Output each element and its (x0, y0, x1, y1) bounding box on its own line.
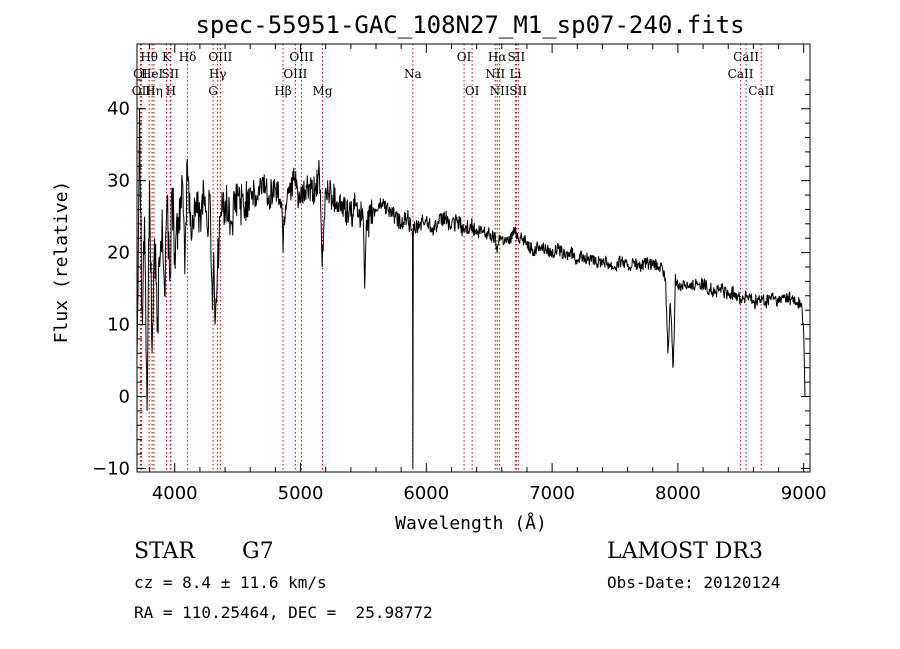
line-marker-label: Hδ (179, 50, 197, 64)
object-subclass: G7 (242, 539, 274, 564)
line-marker-label: Hγ (209, 67, 227, 81)
line-marker-label: NII (490, 84, 510, 98)
obs-date-text: Obs-Date: 20120124 (607, 573, 781, 592)
line-marker-label: OI (457, 50, 472, 64)
line-marker-label: Li (509, 67, 521, 81)
line-marker-label: OI (465, 84, 480, 98)
spectral-line-markers (139, 44, 762, 472)
line-marker-label: HeI (141, 67, 164, 81)
line-marker-label: Hα (488, 50, 507, 64)
y-tick-label: 20 (107, 243, 130, 264)
y-tick-label: 0 (119, 386, 130, 407)
line-marker-label: Hθ (140, 50, 158, 64)
object-class: STAR (134, 539, 195, 564)
line-marker-label: K (162, 50, 172, 64)
redshift-text: cz = 8.4 ± 11.6 km/s (134, 573, 327, 592)
line-marker-label: CaII (733, 50, 759, 64)
x-tick-label: 6000 (403, 483, 449, 504)
y-axis-label: Flux (relative) (51, 181, 72, 344)
y-tick-label: 10 (107, 315, 130, 336)
x-tick-label: 8000 (655, 483, 701, 504)
y-axis-ticks: −10 0 10 20 30 40 (92, 79, 810, 479)
line-marker-label: NII (485, 67, 505, 81)
line-marker-label: SII (508, 50, 526, 64)
line-marker-label: Hη (145, 84, 163, 98)
line-marker-label: Mg (313, 84, 333, 98)
y-tick-label: 30 (107, 171, 130, 192)
spectrum-line (136, 108, 806, 469)
line-marker-label: G (208, 84, 218, 98)
x-axis-label: Wavelength (Å) (395, 512, 547, 534)
x-tick-label: 4000 (152, 483, 198, 504)
line-marker-label: SII (161, 67, 179, 81)
line-marker-label: Na (404, 67, 422, 81)
line-marker-label: OIII (289, 50, 313, 64)
line-marker-label: H (166, 84, 176, 98)
line-marker-label: SII (509, 84, 527, 98)
plot-frame (136, 43, 811, 473)
line-marker-label: OIII (208, 50, 232, 64)
y-tick-label: 40 (107, 99, 130, 120)
spectrum-series (136, 108, 806, 469)
chart-title: spec-55951-GAC_108N27_M1_sp07-240.fits (195, 11, 744, 39)
line-marker-label: CaII (728, 67, 754, 81)
y-tick-label: −10 (92, 458, 130, 479)
x-tick-label: 5000 (278, 483, 324, 504)
x-axis-ticks: 4000 5000 6000 7000 8000 9000 (149, 44, 827, 504)
line-marker-label: OIII (283, 67, 307, 81)
x-tick-label: 9000 (781, 483, 827, 504)
survey-name: LAMOST DR3 (607, 539, 763, 564)
line-marker-label: Hβ (274, 84, 291, 98)
line-marker-label: CaII (748, 84, 774, 98)
coordinates-text: RA = 110.25464, DEC = 25.98772 (134, 603, 433, 622)
x-tick-label: 7000 (529, 483, 575, 504)
